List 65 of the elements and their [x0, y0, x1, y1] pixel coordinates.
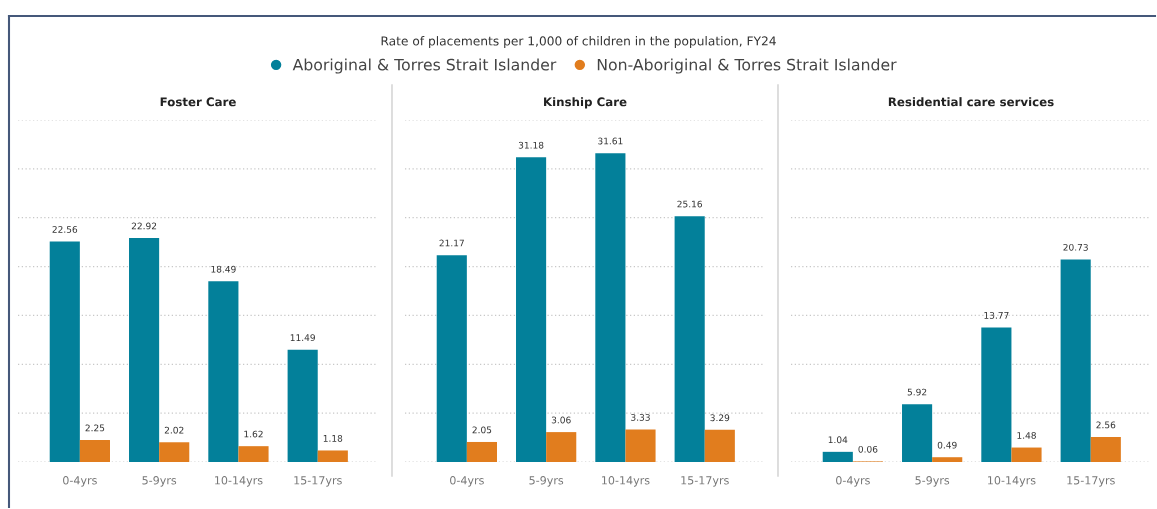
legend-label: Non-Aboriginal & Torres Strait Islander [597, 58, 897, 74]
bar [981, 327, 1012, 462]
data-label: 21.17 [439, 239, 464, 247]
data-label: 20.73 [1063, 243, 1088, 251]
bar [932, 457, 963, 462]
x-tick-label: 5-9yrs [142, 476, 177, 487]
chart-title: Residential care services [888, 97, 1054, 107]
data-label: 31.61 [598, 137, 623, 145]
x-tick-label: 5-9yrs [915, 476, 950, 487]
data-label: 5.92 [907, 388, 927, 396]
x-tick-label: 10-14yrs [602, 476, 650, 487]
bar [704, 429, 735, 462]
bar [466, 441, 497, 462]
x-tick-label: 15-17yrs [1067, 476, 1115, 487]
bar [287, 349, 318, 462]
data-label: 1.62 [244, 430, 263, 438]
bar [1090, 436, 1121, 462]
bar [674, 216, 705, 462]
data-label: 3.29 [710, 414, 730, 422]
data-label: 2.05 [472, 426, 492, 434]
data-label: 3.33 [631, 413, 650, 421]
data-label: 1.48 [1017, 432, 1036, 439]
bar [159, 442, 190, 462]
data-label: 18.49 [211, 265, 236, 273]
data-label: 11.49 [290, 334, 315, 342]
data-label: 2.56 [1096, 421, 1116, 429]
x-tick-label: 5-9yrs [529, 476, 564, 487]
data-label: 2.02 [164, 426, 184, 434]
legend-label: Aboriginal & Torres Strait Islander [292, 58, 557, 74]
bar [436, 255, 467, 462]
bar [625, 429, 656, 462]
chart-title: Kinship Care [544, 97, 627, 109]
data-label: 1.04 [828, 436, 848, 444]
bar [208, 281, 239, 462]
data-label: 22.56 [52, 226, 78, 233]
x-tick-label: 10-14yrs [988, 476, 1036, 487]
bar [317, 450, 348, 462]
bar [1060, 259, 1091, 462]
x-tick-label: 10-14yrs [215, 476, 263, 487]
x-tick-label: 0-4yrs [63, 476, 97, 487]
bar [238, 446, 269, 462]
bar [49, 241, 80, 462]
text: Rate of placements per 1,000 of children in the population, FY24 [381, 36, 776, 48]
data-label: 3.06 [551, 416, 571, 424]
bar [1011, 447, 1042, 462]
x-tick-label: 0-4yrs [836, 476, 870, 487]
data-label: 0.06 [858, 445, 878, 453]
x-tick-label: 15-17yrs [681, 476, 729, 487]
data-label: 0.49 [937, 441, 957, 449]
data-label: 2.25 [85, 424, 105, 432]
bar [595, 153, 626, 462]
bar [822, 451, 853, 462]
x-tick-label: 0-4yrs [450, 476, 484, 487]
bar [516, 157, 547, 462]
chart-title: Foster Care [160, 97, 236, 107]
bar [902, 404, 933, 462]
bar [129, 238, 160, 462]
data-label: 1.18 [323, 434, 343, 442]
bar [546, 432, 577, 462]
x-tick-label: 15-17yrs [294, 476, 342, 487]
data-label: 31.18 [518, 141, 544, 149]
data-label: 22.92 [131, 222, 157, 230]
data-label: 13.77 [984, 311, 1009, 319]
bar [79, 440, 110, 462]
data-label: 25.16 [677, 200, 703, 208]
